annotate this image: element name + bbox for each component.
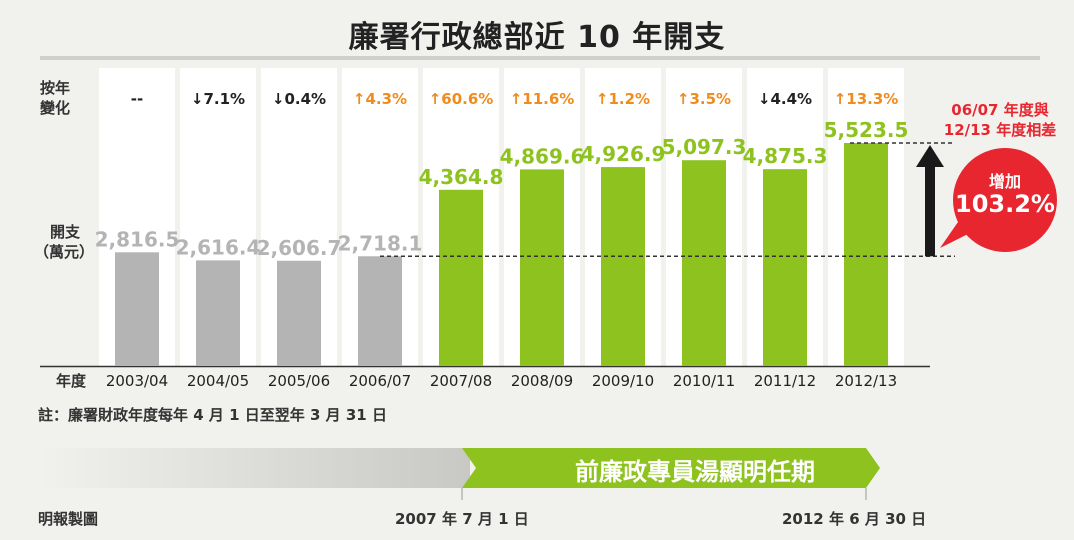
yoy-change-label: ↑11.6% (510, 90, 575, 108)
bubble-tail (940, 222, 968, 248)
bar (196, 260, 240, 366)
tick-label: 2010/11 (673, 372, 735, 390)
row-label-expense-line1: 開支 (50, 223, 81, 241)
tick-label: 2009/10 (592, 372, 654, 390)
row-label-change: 按年 變化 (40, 78, 70, 118)
tick-label: 2004/05 (187, 372, 249, 390)
increase-bubble-value: 103.2% (955, 190, 1055, 218)
yoy-change-label: -- (131, 90, 143, 108)
tick-label: 2007/08 (430, 372, 492, 390)
bar (439, 189, 483, 366)
data-label: 2,616.4 (176, 235, 261, 259)
increase-arrow-shaft (925, 163, 935, 257)
timeline-start-date: 2007 年 7 月 1 日 (395, 510, 529, 528)
increase-arrow-head (916, 145, 944, 167)
yoy-change-label: ↑1.2% (596, 90, 650, 108)
bar (520, 169, 564, 366)
data-label: 4,926.9 (581, 142, 666, 166)
footnote: 註：廉署財政年度每年 4 月 1 日至翌年 3 月 31 日 (38, 406, 387, 424)
yoy-change-label: ↑3.5% (677, 90, 731, 108)
yoy-change-label: ↑60.6% (429, 90, 494, 108)
bar (358, 256, 402, 366)
tick-label: 2006/07 (349, 372, 411, 390)
row-label-expense: 開支 （萬元） (34, 222, 94, 262)
yoy-change-label: ↓4.4% (758, 90, 812, 108)
bar (601, 167, 645, 366)
row-label-change-line2: 變化 (40, 99, 71, 117)
data-label: 2,718.1 (338, 231, 423, 255)
yoy-change-label: ↓7.1% (191, 90, 245, 108)
comparison-label-line2: 12/13 年度相差 (943, 121, 1057, 139)
credit-label: 明報製圖 (38, 510, 99, 528)
tick-label: 2008/09 (511, 372, 573, 390)
tick-label: 2011/12 (754, 372, 816, 390)
timeline-arrow-band (462, 448, 880, 488)
title-divider (40, 56, 1040, 60)
comparison-label: 06/07 年度與 12/13 年度相差 (925, 100, 1074, 140)
bar (115, 252, 159, 366)
data-label: 2,816.5 (95, 227, 180, 251)
row-label-change-line1: 按年 (40, 79, 71, 97)
yoy-change-label: ↑13.3% (834, 90, 899, 108)
tick-label: 2012/13 (835, 372, 897, 390)
increase-bubble (953, 148, 1057, 252)
data-label: 2,606.7 (257, 236, 342, 260)
data-label: 5,097.3 (662, 135, 747, 159)
yoy-change-label: ↓0.4% (272, 90, 326, 108)
bar (682, 160, 726, 366)
comparison-label-line1: 06/07 年度與 (951, 101, 1049, 119)
data-label: 5,523.5 (824, 118, 909, 142)
yoy-change-label: ↑4.3% (353, 90, 407, 108)
bar (763, 169, 807, 366)
data-label: 4,364.8 (419, 165, 504, 189)
timeline-fade-band (40, 448, 470, 488)
chart-title: 廉署行政總部近 10 年開支 (348, 20, 726, 55)
data-label: 4,869.6 (500, 144, 585, 168)
tick-label: 2005/06 (268, 372, 330, 390)
row-label-year: 年度 (56, 372, 87, 390)
timeline-label: 前廉政專員湯顯明任期 (575, 458, 815, 486)
tick-label: 2003/04 (106, 372, 168, 390)
timeline-end-date: 2012 年 6 月 30 日 (782, 510, 927, 528)
increase-bubble-label: 增加 (988, 172, 1021, 191)
row-label-expense-line2: （萬元） (34, 243, 95, 261)
data-label: 4,875.3 (743, 144, 828, 168)
bar (844, 143, 888, 366)
bar (277, 260, 321, 366)
